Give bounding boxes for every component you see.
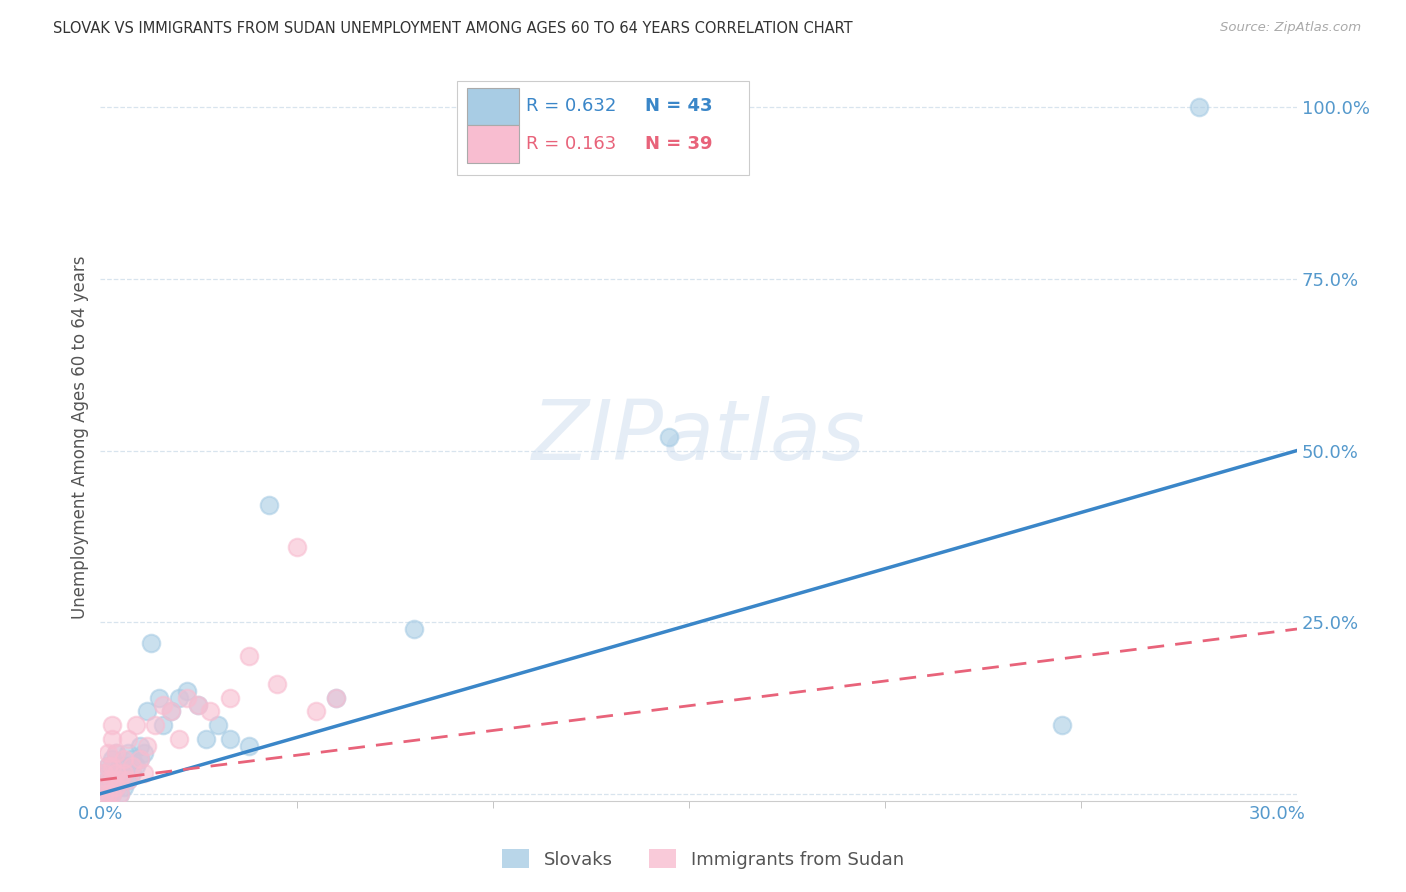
Point — [93, 766, 115, 780]
Point — [124, 759, 146, 773]
Point — [101, 759, 124, 773]
Point — [105, 780, 128, 794]
Point — [148, 690, 170, 705]
Point — [97, 746, 120, 760]
Point — [136, 739, 159, 753]
Point — [160, 705, 183, 719]
Point — [257, 499, 280, 513]
Point — [93, 766, 115, 780]
Point — [97, 772, 120, 787]
Point — [97, 787, 120, 801]
Point — [200, 705, 222, 719]
Point — [93, 780, 115, 794]
Text: R = 0.163: R = 0.163 — [526, 136, 617, 153]
Point — [93, 780, 115, 794]
Point — [1050, 718, 1073, 732]
Point — [108, 759, 131, 773]
Point — [124, 718, 146, 732]
Point — [152, 698, 174, 712]
Point — [108, 787, 131, 801]
Point — [101, 731, 124, 746]
Point — [128, 739, 150, 753]
Point — [266, 677, 288, 691]
Point — [97, 787, 120, 801]
Text: SLOVAK VS IMMIGRANTS FROM SUDAN UNEMPLOYMENT AMONG AGES 60 TO 64 YEARS CORRELATI: SLOVAK VS IMMIGRANTS FROM SUDAN UNEMPLOY… — [53, 21, 853, 37]
Legend: Slovaks, Immigrants from Sudan: Slovaks, Immigrants from Sudan — [495, 842, 911, 876]
Y-axis label: Unemployment Among Ages 60 to 64 years: Unemployment Among Ages 60 to 64 years — [72, 255, 89, 618]
Point — [187, 698, 209, 712]
Point — [117, 772, 139, 787]
Point — [218, 690, 240, 705]
Point — [187, 698, 209, 712]
Point — [238, 649, 260, 664]
Point — [117, 746, 139, 760]
Point — [152, 718, 174, 732]
Text: Source: ZipAtlas.com: Source: ZipAtlas.com — [1220, 21, 1361, 35]
Point — [121, 766, 143, 780]
Point — [325, 690, 347, 705]
Point — [101, 752, 124, 766]
Point — [112, 766, 135, 780]
Point — [238, 739, 260, 753]
Point — [97, 759, 120, 773]
Point — [97, 759, 120, 773]
Text: ZIPatlas: ZIPatlas — [531, 396, 866, 477]
Point — [132, 746, 155, 760]
Point — [108, 772, 131, 787]
Point — [121, 752, 143, 766]
Point — [97, 772, 120, 787]
Point — [117, 759, 139, 773]
Point — [176, 690, 198, 705]
Point — [105, 746, 128, 760]
Point — [167, 731, 190, 746]
Text: R = 0.632: R = 0.632 — [526, 97, 617, 115]
Point — [117, 772, 139, 787]
Point — [108, 772, 131, 787]
Point — [121, 759, 143, 773]
Point — [143, 718, 166, 732]
Point — [117, 731, 139, 746]
Point — [112, 766, 135, 780]
FancyBboxPatch shape — [467, 126, 519, 163]
Text: N = 39: N = 39 — [645, 136, 713, 153]
Point — [105, 746, 128, 760]
Point — [167, 690, 190, 705]
Point — [132, 766, 155, 780]
Point — [112, 780, 135, 794]
FancyBboxPatch shape — [457, 81, 749, 175]
FancyBboxPatch shape — [467, 87, 519, 126]
Point — [101, 772, 124, 787]
Point — [404, 622, 426, 636]
Point — [136, 705, 159, 719]
Point — [101, 787, 124, 801]
Point — [112, 752, 135, 766]
Point — [105, 766, 128, 780]
Point — [325, 690, 347, 705]
Point — [141, 636, 163, 650]
Text: N = 43: N = 43 — [645, 97, 713, 115]
Point — [160, 705, 183, 719]
Point — [101, 718, 124, 732]
Point — [105, 780, 128, 794]
Point — [101, 772, 124, 787]
Point — [207, 718, 229, 732]
Point — [176, 683, 198, 698]
Point — [218, 731, 240, 746]
Point — [128, 752, 150, 766]
Point — [305, 705, 328, 719]
Point — [195, 731, 218, 746]
Point — [128, 752, 150, 766]
Point — [105, 766, 128, 780]
Point — [1188, 100, 1211, 114]
Point — [658, 430, 681, 444]
Point — [101, 787, 124, 801]
Point — [93, 787, 115, 801]
Point — [108, 787, 131, 801]
Point — [285, 540, 308, 554]
